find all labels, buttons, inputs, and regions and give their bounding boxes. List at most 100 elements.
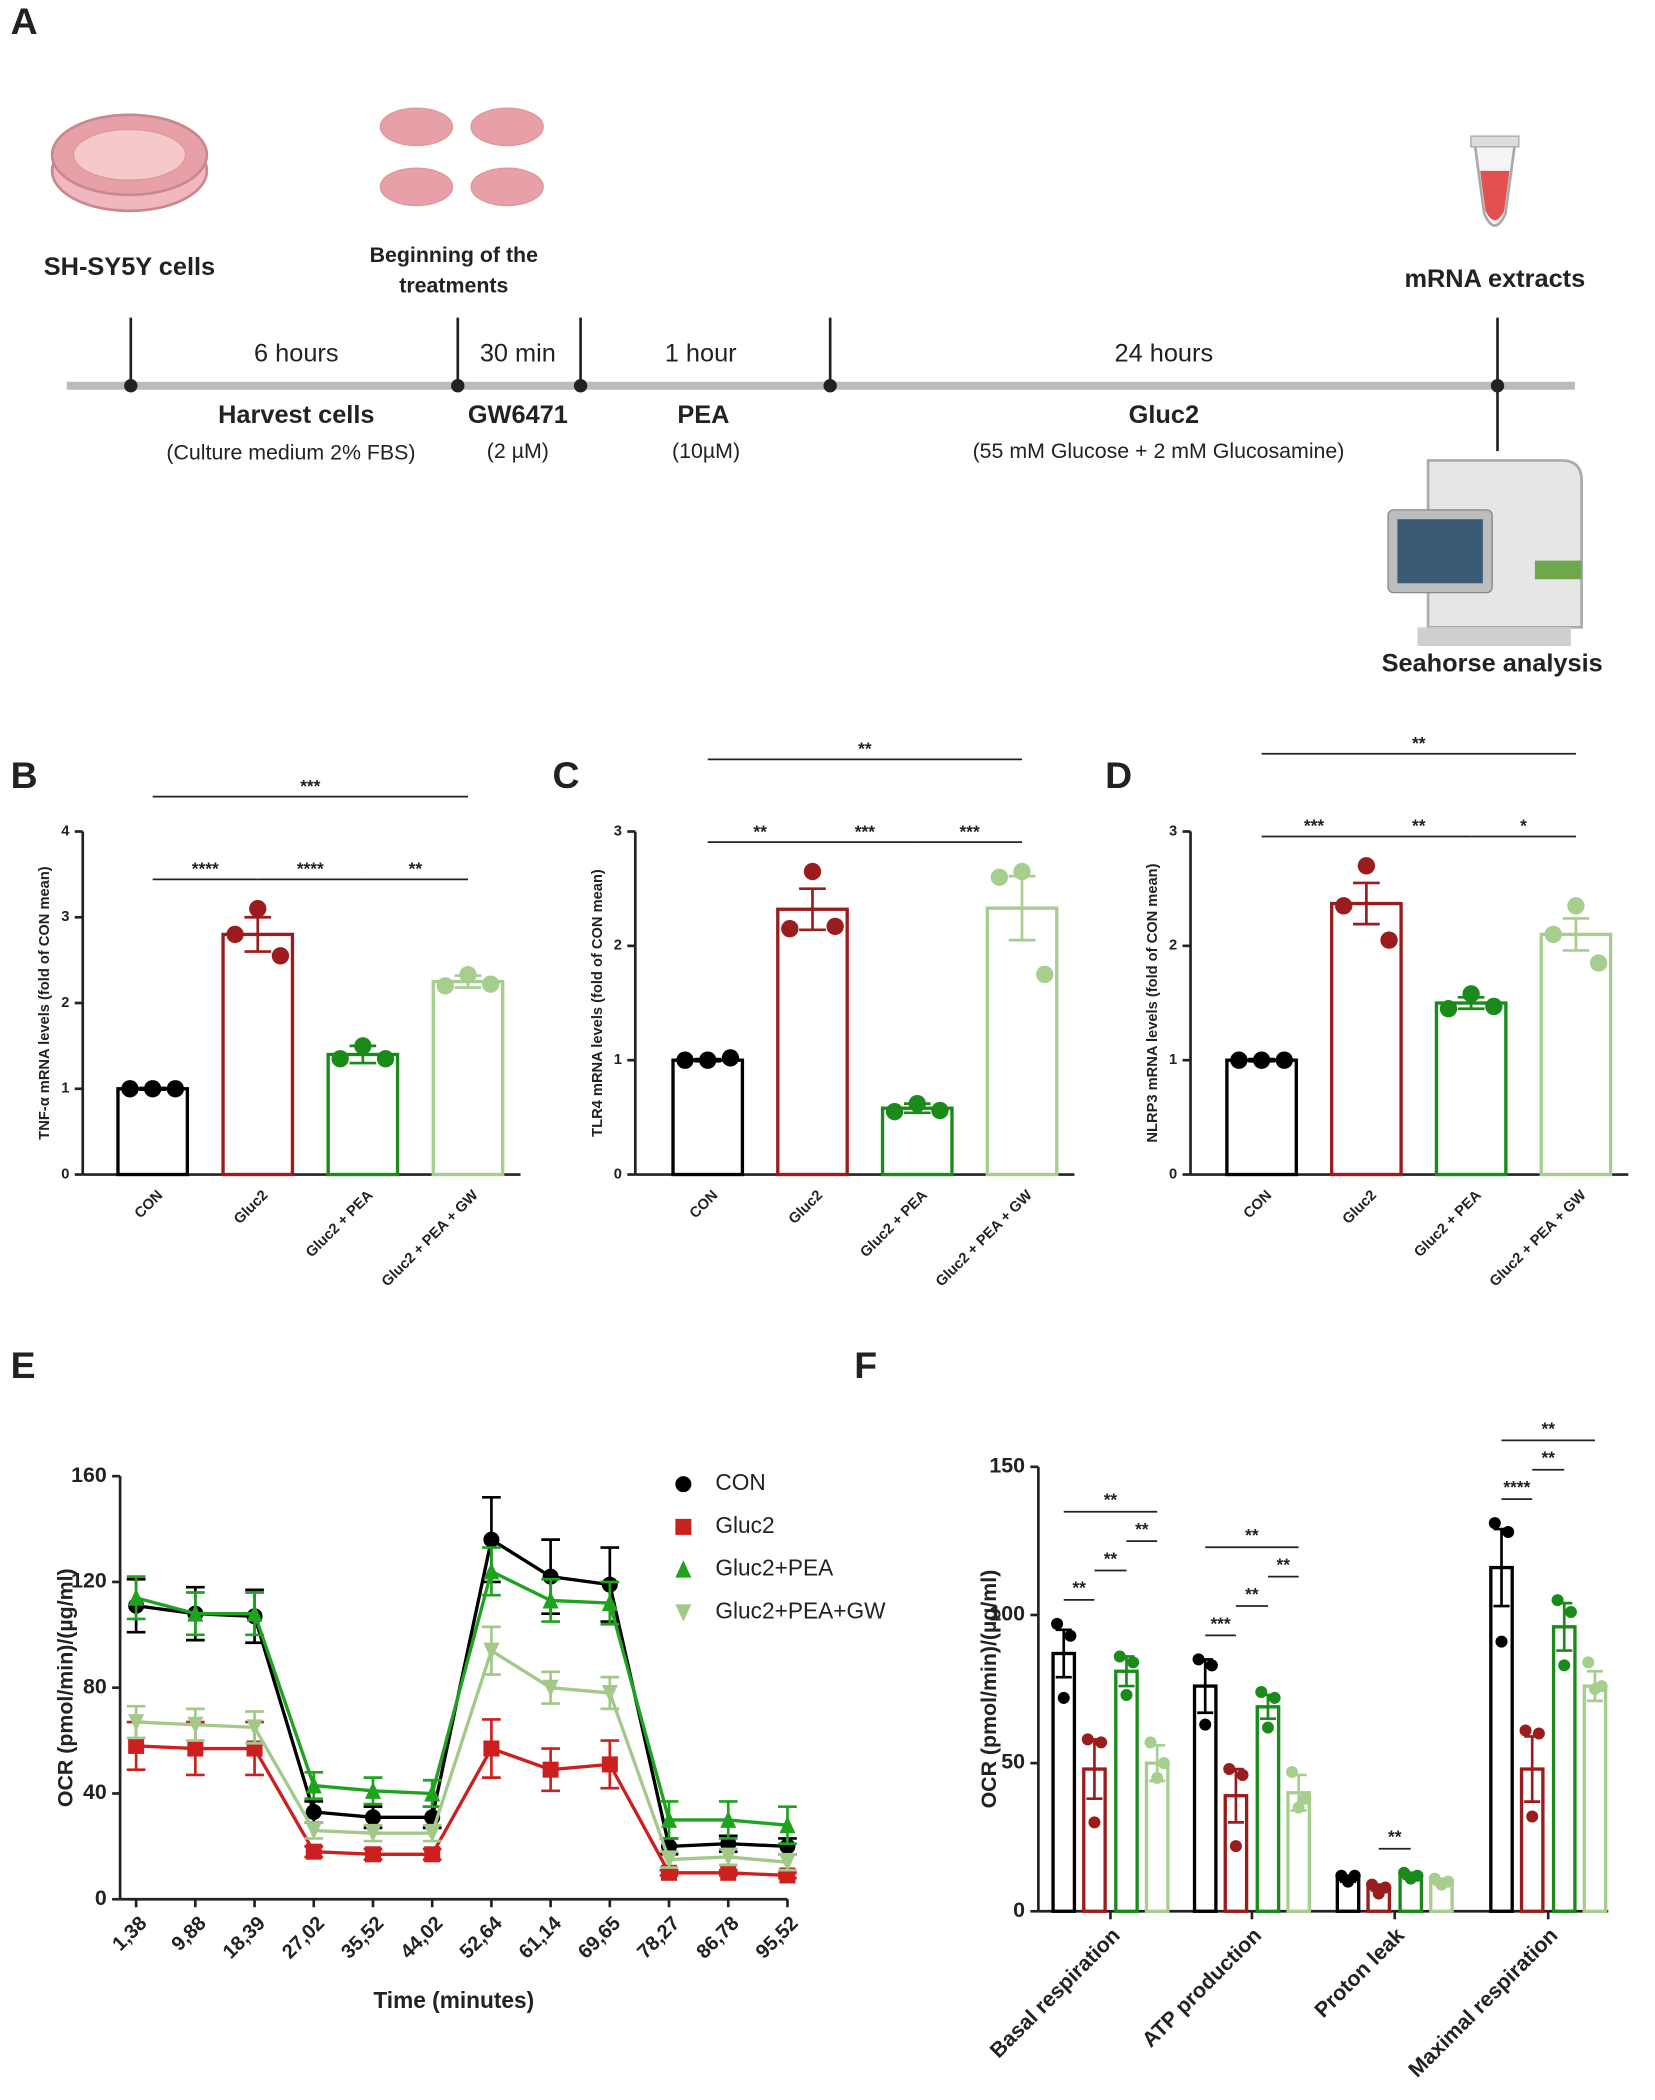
significance-label: **: [753, 821, 767, 841]
bar: [116, 1087, 190, 1177]
x-tick-label: 44,02: [396, 1912, 447, 1963]
series-line: [135, 1568, 788, 1827]
y-tick-label: 80: [83, 1674, 107, 1698]
y-tick-label: 0: [61, 1166, 69, 1182]
data-point: [424, 1784, 441, 1802]
data-point: [483, 1642, 500, 1661]
data-point: [246, 1719, 263, 1737]
legend-label: CON: [715, 1469, 765, 1495]
data-point: [364, 1825, 381, 1843]
data-point: [1192, 1653, 1205, 1666]
data-point: [305, 1843, 322, 1860]
data-point: [1199, 1718, 1212, 1731]
data-point: [720, 1810, 737, 1828]
y-tick-label: 150: [989, 1453, 1025, 1477]
data-point: [781, 920, 799, 938]
data-point: [1252, 1051, 1271, 1069]
x-tick-label: Gluc2: [1340, 1187, 1380, 1227]
data-point: [1151, 1771, 1164, 1784]
data-point: [1488, 1517, 1501, 1530]
significance-label: **: [1072, 1578, 1086, 1598]
data-point: [1223, 1763, 1236, 1776]
data-point: [121, 1080, 139, 1098]
data-point: [1564, 1606, 1577, 1619]
data-point: [143, 1080, 162, 1098]
error-bar: [1353, 881, 1380, 926]
data-point: [542, 1761, 559, 1778]
y-tick-label: 3: [614, 823, 622, 839]
y-tick-label: 1: [1169, 1052, 1177, 1068]
significance-label: **: [1135, 1519, 1149, 1539]
significance-label: **: [1541, 1448, 1555, 1468]
x-tick-label: 18,39: [219, 1912, 270, 1963]
x-tick-label: Proton leak: [1310, 1923, 1409, 2022]
data-point: [166, 1080, 185, 1098]
data-point: [128, 1714, 145, 1732]
data-point: [364, 1809, 381, 1826]
significance-label: *: [1520, 816, 1527, 836]
y-tick-label: 2: [1169, 938, 1177, 954]
data-point: [1435, 1878, 1448, 1891]
x-tick-label: Gluc2 + PEA + GW: [933, 1187, 1036, 1290]
data-point: [1088, 1816, 1101, 1829]
step-detail: (2 µM): [487, 439, 549, 463]
duration: 1 hour: [665, 340, 737, 368]
data-point: [1502, 1525, 1515, 1539]
x-tick-label: Gluc2 + PEA + GW: [379, 1187, 482, 1290]
x-tick-label: Gluc2 + PEA: [303, 1187, 377, 1261]
data-point: [436, 977, 454, 995]
significance-label: **: [858, 739, 872, 759]
data-point: [1144, 1736, 1157, 1749]
data-point: [720, 1848, 737, 1867]
significance-label: **: [1104, 1548, 1118, 1568]
bar: [326, 1052, 400, 1177]
label: Seahorse analysis: [1382, 649, 1603, 677]
data-point: [908, 1094, 926, 1113]
y-tick-label: 100: [989, 1602, 1025, 1626]
data-point: [1588, 1683, 1601, 1696]
duration: 6 hours: [254, 340, 339, 368]
data-point: [305, 1776, 322, 1794]
x-tick-label: Gluc2: [231, 1187, 271, 1227]
data-point: [1366, 1878, 1379, 1891]
data-point: [1519, 1724, 1532, 1737]
step-detail: (Culture medium 2% FBS): [166, 440, 415, 464]
cells-icon: [72, 128, 187, 181]
step-detail: (55 mM Glucose + 2 mM Glucosamine): [973, 439, 1345, 463]
significance-label: ***: [1304, 816, 1324, 836]
significance-label: **: [1245, 1584, 1259, 1604]
significance-label: ****: [1503, 1477, 1530, 1497]
y-tick-label: 0: [1169, 1166, 1177, 1182]
data-point: [483, 1740, 500, 1757]
data-point: [1051, 1617, 1064, 1630]
bar: [1489, 1565, 1514, 1913]
label: Beginning of the: [370, 243, 538, 267]
data-point: [1292, 1801, 1305, 1814]
data-point: [661, 1851, 678, 1869]
panel-label: C: [553, 754, 580, 796]
data-point: [1439, 1000, 1458, 1018]
label: mRNA extracts: [1404, 265, 1585, 293]
data-point: [187, 1740, 204, 1757]
data-point: [1495, 1635, 1508, 1648]
data-point: [1205, 1659, 1218, 1672]
data-point: [1057, 1691, 1070, 1704]
label: SH-SY5Y cells: [44, 253, 215, 281]
y-tick-label: 160: [71, 1463, 107, 1487]
legend-label: Gluc2+PEA: [715, 1555, 834, 1581]
panel-label: F: [854, 1344, 877, 1386]
data-point: [376, 1050, 395, 1068]
significance-label: ***: [960, 821, 980, 841]
data-point: [1357, 857, 1376, 875]
small-dishes: [379, 107, 544, 207]
bar: [671, 1058, 745, 1177]
data-point: [305, 1822, 322, 1840]
series-line: [136, 1744, 788, 1878]
x-tick-label: 61,14: [515, 1912, 567, 1964]
data-point: [481, 975, 500, 993]
significance-label: ***: [855, 821, 875, 841]
y-tick-label: 2: [614, 938, 622, 954]
data-point: [779, 1854, 796, 1872]
significance-label: ***: [1210, 1613, 1230, 1633]
data-point: [661, 1810, 678, 1828]
